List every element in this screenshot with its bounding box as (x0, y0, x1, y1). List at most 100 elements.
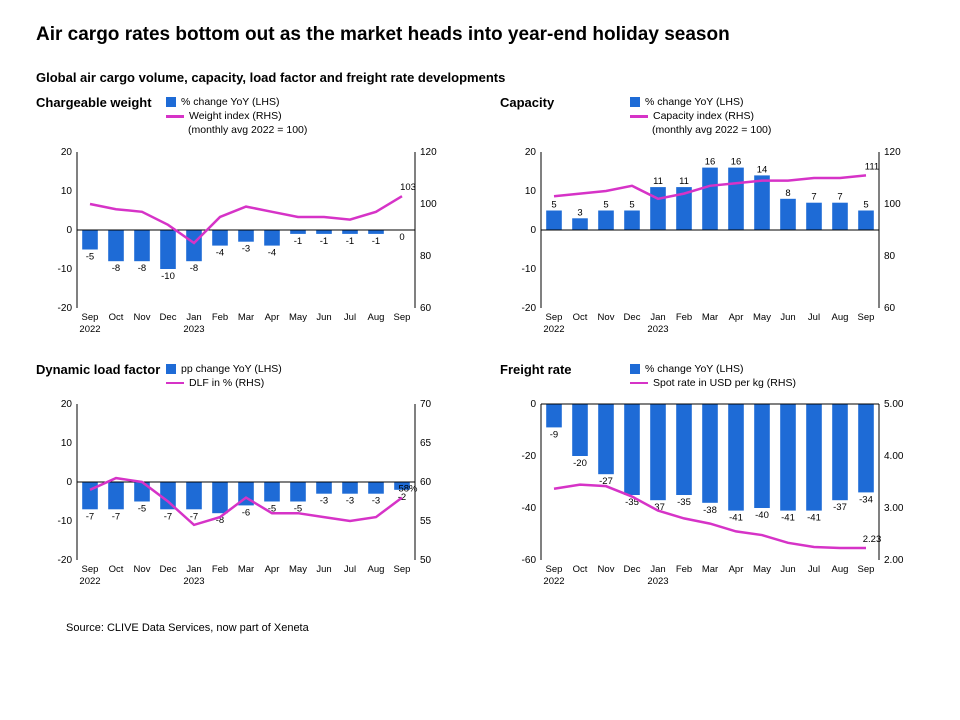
ytick-right: 60 (420, 303, 432, 314)
bar-label: -3 (372, 496, 380, 507)
x-tick-label: Aug (832, 564, 849, 575)
bar-label: 8 (785, 187, 790, 198)
legend-line-label: Spot rate in USD per kg (RHS) (653, 376, 796, 390)
bar-label: -1 (294, 235, 302, 246)
bar-label: 7 (837, 191, 842, 202)
ytick-right: 3.00 (884, 503, 904, 514)
bar (676, 404, 692, 495)
bar-label: -5 (86, 251, 94, 262)
panel-title: Freight rate (500, 362, 630, 377)
bar-label: -8 (190, 263, 198, 274)
x-tick-label: Aug (832, 312, 849, 323)
ytick-left: 10 (525, 186, 537, 197)
bar-label: -41 (729, 512, 743, 523)
panel-chargeable-weight: Chargeable weight% change YoY (LHS)Weigh… (36, 95, 460, 342)
legend-sub-label: (monthly avg 2022 = 100) (652, 123, 771, 137)
bar (368, 482, 384, 494)
x-year-label: 2022 (543, 324, 564, 335)
x-tick-label: Jun (316, 312, 331, 323)
x-tick-label: Feb (212, 564, 228, 575)
bar-label: -20 (573, 458, 587, 469)
x-tick-label: Sep (82, 564, 99, 575)
x-year-label: 2023 (183, 324, 204, 335)
x-tick-label: May (753, 312, 771, 323)
x-tick-label: Nov (598, 312, 615, 323)
ytick-left: 0 (66, 225, 72, 236)
legend-line-label: DLF in % (RHS) (189, 376, 264, 390)
source-text: Source: CLIVE Data Services, now part of… (66, 622, 924, 634)
bar-label: 3 (577, 207, 582, 218)
ytick-left: -20 (58, 555, 73, 566)
bar (212, 482, 228, 513)
x-tick-label: Oct (573, 312, 588, 323)
bar (290, 230, 306, 234)
ytick-right: 60 (884, 303, 896, 314)
ytick-right: 50 (420, 555, 432, 566)
line-swatch (630, 115, 648, 118)
bar (806, 404, 822, 511)
panel-capacity: Capacity% change YoY (LHS)Capacity index… (500, 95, 924, 342)
bar-label: -7 (86, 511, 94, 522)
legend: % change YoY (LHS)Weight index (RHS)(mon… (166, 95, 307, 138)
bar (728, 167, 744, 229)
x-year-label: 2022 (79, 324, 100, 335)
bar-label: -8 (138, 263, 146, 274)
ytick-right: 80 (884, 251, 896, 262)
legend-sub-label: (monthly avg 2022 = 100) (188, 123, 307, 137)
bar-label: 5 (603, 199, 608, 210)
line-swatch (630, 382, 648, 385)
bar (546, 404, 562, 427)
x-tick-label: Feb (676, 564, 692, 575)
legend: % change YoY (LHS)Spot rate in USD per k… (630, 362, 796, 390)
bar (650, 404, 666, 500)
bar (316, 230, 332, 234)
bar-label: -4 (216, 247, 224, 258)
legend: % change YoY (LHS)Capacity index (RHS)(m… (630, 95, 771, 138)
x-tick-label: Sep (82, 312, 99, 323)
ytick-left: -10 (522, 264, 537, 275)
x-tick-label: Mar (702, 564, 718, 575)
legend-line-label: Weight index (RHS) (189, 109, 282, 123)
bar-label: 11 (679, 176, 689, 187)
bar (858, 404, 874, 492)
bar (368, 230, 384, 234)
bar-label: -1 (346, 235, 354, 246)
x-tick-label: Apr (265, 564, 280, 575)
bar-label: -34 (859, 494, 873, 505)
ytick-left: 20 (61, 147, 73, 158)
bar-label: -3 (242, 243, 250, 254)
x-tick-label: Sep (546, 312, 563, 323)
x-tick-label: Jul (344, 312, 356, 323)
panel-title: Dynamic load factor (36, 362, 166, 377)
line-end-label: 111 (865, 161, 879, 172)
bar (702, 167, 718, 229)
x-tick-label: Aug (368, 312, 385, 323)
x-tick-label: Jun (780, 564, 795, 575)
x-tick-label: Sep (858, 312, 875, 323)
x-tick-label: Feb (676, 312, 692, 323)
bar (754, 175, 770, 230)
panel-load-factor: Dynamic load factor pp change YoY (LHS)DL… (36, 362, 460, 609)
bar (780, 198, 796, 229)
ytick-right: 70 (420, 399, 432, 410)
main-title: Air cargo rates bottom out as the market… (36, 24, 924, 46)
legend-bar-label: pp change YoY (LHS) (181, 362, 282, 376)
x-tick-label: Jul (808, 312, 820, 323)
x-tick-label: Dec (160, 564, 177, 575)
x-tick-label: Nov (598, 564, 615, 575)
ytick-right: 55 (420, 516, 432, 527)
bar-label: -41 (781, 512, 795, 523)
bar-label: -4 (268, 247, 276, 258)
ytick-left: 10 (61, 186, 73, 197)
panel-title: Capacity (500, 95, 630, 110)
bar-label: 5 (863, 199, 868, 210)
ytick-right: 80 (420, 251, 432, 262)
bar (832, 404, 848, 500)
bar-label: -37 (833, 502, 847, 513)
bar (624, 210, 640, 230)
bar-swatch (630, 97, 640, 107)
line-end-label: 103 (400, 182, 416, 193)
subtitle: Global air cargo volume, capacity, load … (36, 70, 924, 85)
ytick-left: -10 (58, 264, 73, 275)
ytick-left: -60 (522, 555, 537, 566)
